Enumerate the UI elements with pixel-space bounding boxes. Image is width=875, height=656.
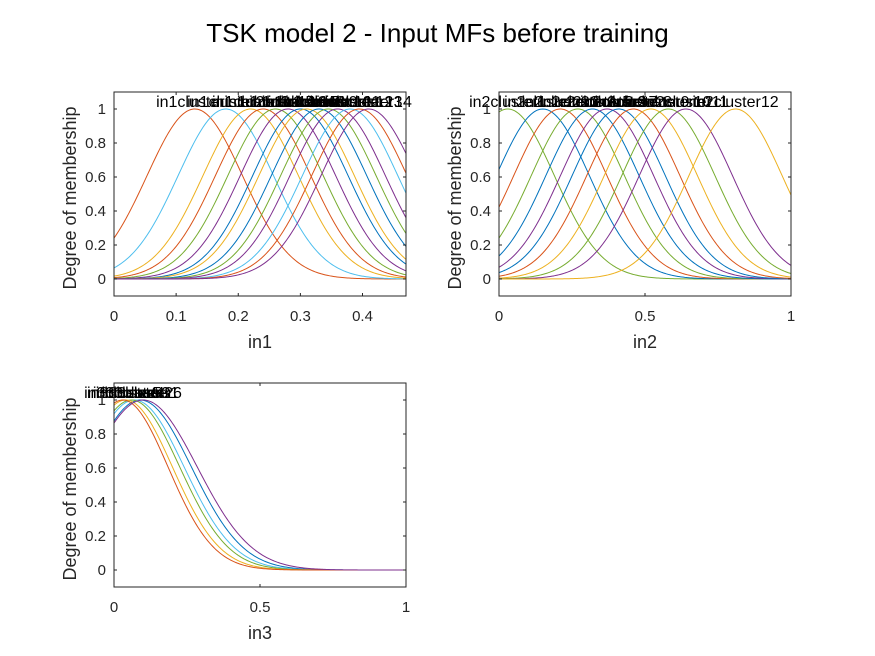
- y-tick-label: 0.6: [85, 169, 106, 186]
- series-group: [114, 108, 406, 280]
- x-tick-label: 0.4: [352, 308, 373, 325]
- mf-label-in3cluster1: in3cluster1: [102, 385, 179, 402]
- mf-label-in3cluster2: in3cluster2: [96, 385, 173, 402]
- y-tick-label: 0.2: [470, 237, 491, 254]
- mf-label-in2cluster1: in2cluster1: [469, 94, 546, 111]
- mf-label-in1cluster14: in1cluster14: [326, 94, 412, 111]
- mf-curve-in2cluster4: [499, 108, 791, 280]
- x-axis-label: in2: [633, 332, 657, 352]
- y-tick-label: 0: [98, 562, 106, 579]
- y-tick-label: 0.6: [85, 460, 106, 477]
- figure-title: TSK model 2 - Input MFs before training: [206, 18, 669, 48]
- mf-curve-in1cluster1: [114, 108, 406, 280]
- mf-curve-in2cluster10: [499, 108, 791, 280]
- y-tick-label: 0.8: [85, 426, 106, 443]
- mf-curve-in2cluster11: [499, 108, 791, 280]
- y-tick-label: 0.8: [470, 135, 491, 152]
- y-tick-label: 0.4: [470, 203, 491, 220]
- y-tick-label: 1: [98, 101, 106, 118]
- mf-curve-in1cluster6: [114, 108, 406, 280]
- y-tick-label: 0.8: [85, 135, 106, 152]
- y-tick-label: 0.4: [85, 203, 106, 220]
- mf-curve-in1cluster7: [114, 108, 406, 280]
- mf-label-in2cluster10: in2cluster10: [625, 94, 711, 111]
- y-axis-label: Degree of membership: [445, 106, 465, 289]
- y-tick-label: 0.6: [470, 169, 491, 186]
- mf-curve-in2cluster8: [499, 108, 791, 279]
- mf-label-in1cluster5: in1cluster5: [237, 94, 314, 111]
- x-tick-label: 0: [110, 599, 118, 616]
- mf-label-in2cluster2: in2cluster2: [504, 94, 581, 111]
- mf-curve-in2cluster12: [499, 108, 791, 280]
- series-group: [114, 399, 406, 571]
- mf-label-in2cluster11: in2cluster11: [643, 94, 728, 111]
- mf-curve-in1cluster2: [114, 108, 406, 280]
- x-tick-label: 1: [787, 308, 795, 325]
- plot-area: [114, 92, 406, 296]
- axes-box: [113, 91, 407, 297]
- y-tick-label: 0.2: [85, 237, 106, 254]
- mf-label-in2cluster12: in2cluster12: [692, 94, 778, 111]
- mf-label-in3cluster4: in3cluster4: [87, 385, 164, 402]
- mf-label-in1cluster4: in1cluster4: [224, 94, 301, 111]
- mf-curve-in2cluster6: [499, 108, 791, 280]
- mf-label-in3cluster5: in3cluster5: [84, 385, 161, 402]
- mf-label-in1cluster10: in1cluster10: [285, 94, 371, 111]
- x-tick-label: 1: [402, 599, 410, 616]
- x-axis-label: in3: [248, 623, 272, 643]
- y-tick-label: 0.2: [85, 528, 106, 545]
- mf-label-in2cluster7: in2cluster7: [580, 94, 657, 111]
- y-axis-label: Degree of membership: [60, 397, 80, 580]
- axes-in3: in3cluster1in3cluster2in3cluster3in3clus…: [60, 382, 410, 643]
- x-tick-label: 0: [110, 308, 118, 325]
- mf-label-in2cluster8: in2cluster8: [595, 94, 672, 111]
- y-tick-label: 0: [483, 271, 491, 288]
- mf-label-in1cluster3: in1cluster3: [212, 94, 289, 111]
- mf-label-in1cluster1: in1cluster1: [156, 94, 233, 111]
- x-tick-label: 0.1: [166, 308, 187, 325]
- y-axis-label: Degree of membership: [60, 106, 80, 289]
- mf-label-in1cluster2: in1cluster2: [187, 94, 264, 111]
- axes-in2: in2cluster1in2cluster2in2cluster3in2clus…: [445, 91, 795, 352]
- mf-curve-in2cluster5: [499, 108, 791, 280]
- mf-label-in3cluster3: in3cluster3: [93, 385, 170, 402]
- y-tick-label: 1: [483, 101, 491, 118]
- mf-curve-in1cluster4: [114, 108, 406, 279]
- mf-label-in1cluster9: in1cluster9: [280, 94, 357, 111]
- mf-label-in1cluster8: in1cluster8: [268, 94, 345, 111]
- mf-label-in1cluster12: in1cluster12: [307, 94, 393, 111]
- x-tick-label: 0.5: [250, 599, 271, 616]
- series-group: [499, 108, 791, 280]
- mf-label-in1cluster6: in1cluster6: [249, 94, 326, 111]
- x-tick-label: 0.3: [290, 308, 311, 325]
- mf-curve-in2cluster7: [499, 108, 791, 280]
- y-tick-label: 1: [98, 392, 106, 409]
- y-tick-label: 0: [98, 271, 106, 288]
- mf-label-in1cluster7: in1cluster7: [262, 94, 339, 111]
- mf-label-in2cluster6: in2cluster6: [568, 94, 645, 111]
- mf-curve-in1cluster14: [114, 108, 406, 280]
- mf-curve-in2cluster9: [499, 108, 791, 279]
- x-tick-label: 0.2: [228, 308, 249, 325]
- mf-label-in1cluster11: in1cluster11: [295, 94, 380, 111]
- y-tick-label: 0.4: [85, 494, 106, 511]
- mf-label-in2cluster5: in2cluster5: [554, 94, 631, 111]
- x-tick-label: 0.5: [635, 308, 656, 325]
- plot-area: [114, 383, 406, 587]
- mf-label-in1cluster13: in1cluster13: [316, 94, 402, 111]
- mf-curve-in1cluster8: [114, 108, 406, 280]
- plot-area: [499, 92, 791, 296]
- mf-label-in2cluster4: in2cluster4: [539, 94, 616, 111]
- x-axis-label: in1: [248, 332, 272, 352]
- axes-in1: in1cluster1in1cluster2in1cluster3in1clus…: [60, 91, 412, 352]
- mf-label-in2cluster9: in2cluster9: [612, 94, 689, 111]
- mf-label-in3cluster6: in3cluster6: [105, 385, 182, 402]
- mf-curve-in3cluster6: [114, 399, 406, 571]
- mf-curve-in1cluster3: [114, 108, 406, 279]
- mf-label-in2cluster3: in2cluster3: [522, 94, 599, 111]
- x-tick-label: 0: [495, 308, 503, 325]
- mf-curve-in1cluster5: [114, 108, 406, 279]
